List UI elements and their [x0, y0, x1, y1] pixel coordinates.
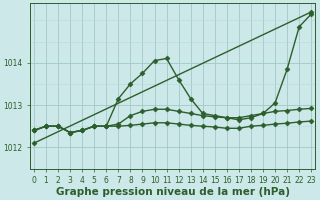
X-axis label: Graphe pression niveau de la mer (hPa): Graphe pression niveau de la mer (hPa)	[56, 187, 290, 197]
